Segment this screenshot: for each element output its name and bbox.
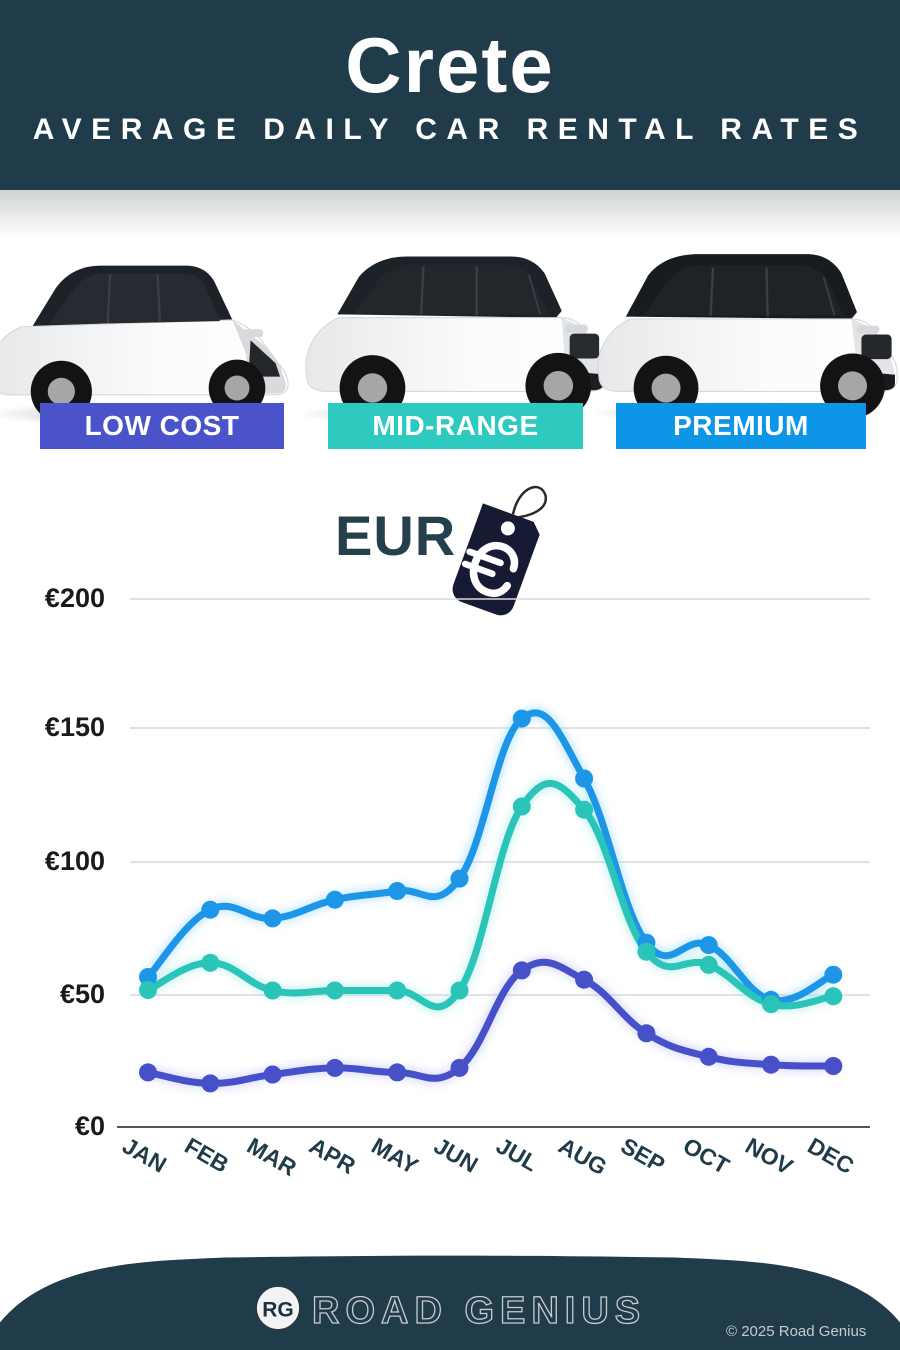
svg-text:RG: RG [262,1299,294,1322]
